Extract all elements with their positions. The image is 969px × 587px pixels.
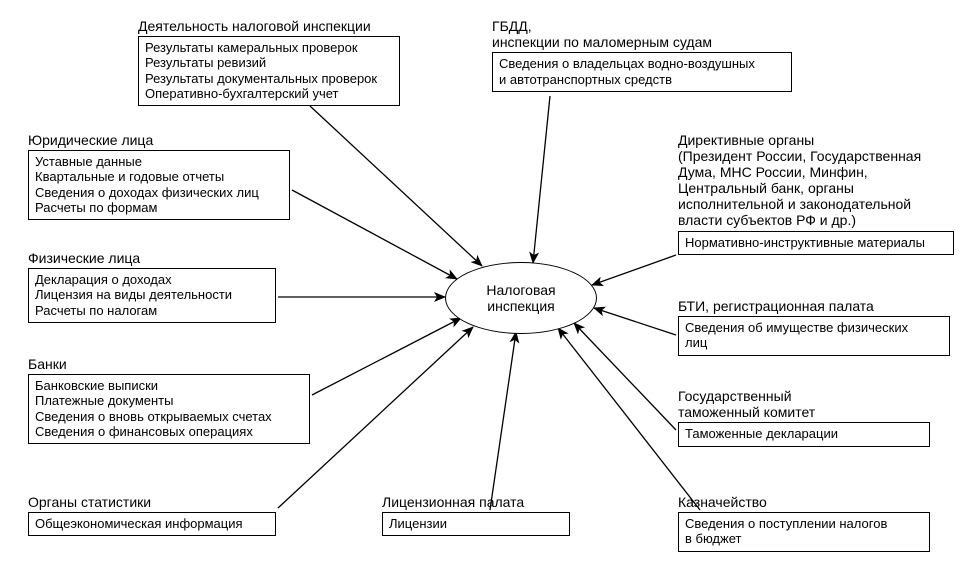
node-item: Сведения о владельцах водно-воздушных и … xyxy=(499,56,785,87)
node-box: Сведения о владельцах водно-воздушных и … xyxy=(492,52,792,92)
node-item: Лицензия на виды деятельности xyxy=(35,287,269,302)
node-item: Расчеты по формам xyxy=(35,200,283,215)
node-item: Результаты ревизий xyxy=(145,55,393,70)
edge-legal-entities xyxy=(292,190,457,279)
node-banks: Банки Банковские выпискиПлатежные докумен… xyxy=(28,356,310,444)
node-title: Физические лица xyxy=(28,250,276,266)
node-box: Банковские выпискиПлатежные документыСве… xyxy=(28,374,310,444)
edge-gbdd xyxy=(533,96,550,263)
node-directive: Директивные органы (Президент России, Го… xyxy=(678,132,954,255)
edge-directive xyxy=(592,255,676,285)
edge-customs xyxy=(574,323,676,430)
node-item: Сведения о поступлении налогов в бюджет xyxy=(685,516,923,547)
center-label: Налоговая инспекция xyxy=(486,282,555,314)
node-statistics: Органы статистики Общеэкономическая инфор… xyxy=(28,494,276,536)
node-box: Сведения о поступлении налогов в бюджет xyxy=(678,512,930,552)
node-box: Нормативно-инструктивные материалы xyxy=(678,231,954,255)
node-item: Сведения о вновь открываемых счетах xyxy=(35,409,303,424)
node-item: Расчеты по налогам xyxy=(35,303,269,318)
diagram-canvas: Налоговая инспекция Деятельность налогов… xyxy=(0,0,969,587)
edge-licensing xyxy=(490,332,516,510)
node-box: Результаты камеральных проверокРезультат… xyxy=(138,36,400,106)
node-title: Органы статистики xyxy=(28,494,276,510)
node-licensing: Лицензионная палата Лицензии xyxy=(382,494,570,536)
node-box: Общеэкономическая информация xyxy=(28,512,276,536)
node-box: Таможенные декларации xyxy=(678,422,930,446)
node-title: Государственный таможенный комитет xyxy=(678,388,930,420)
node-title: Директивные органы (Президент России, Го… xyxy=(678,132,954,229)
node-title: Банки xyxy=(28,356,310,372)
node-individuals: Физические лица Декларация о доходахЛицен… xyxy=(28,250,276,323)
node-title: Лицензионная палата xyxy=(382,494,570,510)
node-item: Общеэкономическая информация xyxy=(35,516,269,531)
node-legal-entities: Юридические лица Уставные данныеКвартальн… xyxy=(28,132,290,220)
node-title: Казначейство xyxy=(678,494,930,510)
node-box: Декларация о доходахЛицензия на виды дея… xyxy=(28,268,276,323)
node-treasury: Казначейство Сведения о поступлении налог… xyxy=(678,494,930,552)
node-item: Сведения о доходах физических лиц xyxy=(35,185,283,200)
node-item: Сведения о финансовых операциях xyxy=(35,424,303,439)
edge-banks xyxy=(312,318,461,395)
node-tax-activity: Деятельность налоговой инспекции Результа… xyxy=(138,18,400,106)
edge-tax-activity xyxy=(310,106,482,266)
node-title: БТИ, регистрационная палата xyxy=(678,298,950,314)
node-title: Юридические лица xyxy=(28,132,290,148)
node-item: Уставные данные xyxy=(35,154,283,169)
node-item: Квартальные и годовые отчеты xyxy=(35,169,283,184)
edge-bti xyxy=(594,308,676,335)
node-item: Оперативно-бухгалтерский учет xyxy=(145,86,393,101)
node-box: Лицензии xyxy=(382,512,570,536)
node-box: Уставные данныеКвартальные и годовые отч… xyxy=(28,150,290,220)
node-item: Нормативно-инструктивные материалы xyxy=(685,235,947,250)
node-item: Результаты камеральных проверок xyxy=(145,40,393,55)
node-item: Декларация о доходах xyxy=(35,272,269,287)
node-item: Таможенные декларации xyxy=(685,426,923,441)
node-title: ГБДД, инспекции по маломерным судам xyxy=(492,18,792,50)
node-item: Результаты документальных проверок xyxy=(145,71,393,86)
node-title: Деятельность налоговой инспекции xyxy=(138,18,400,34)
node-item: Банковские выписки xyxy=(35,378,303,393)
node-item: Лицензии xyxy=(389,516,563,531)
node-gbdd: ГБДД, инспекции по маломерным судам Сведе… xyxy=(492,18,792,92)
node-item: Сведения об имуществе физических лиц xyxy=(685,320,943,351)
node-box: Сведения об имуществе физических лиц xyxy=(678,316,950,356)
node-item: Платежные документы xyxy=(35,393,303,408)
center-node: Налоговая инспекция xyxy=(445,262,597,334)
node-bti: БТИ, регистрационная палата Сведения об и… xyxy=(678,298,950,356)
node-customs: Государственный таможенный комитет Таможе… xyxy=(678,388,930,447)
